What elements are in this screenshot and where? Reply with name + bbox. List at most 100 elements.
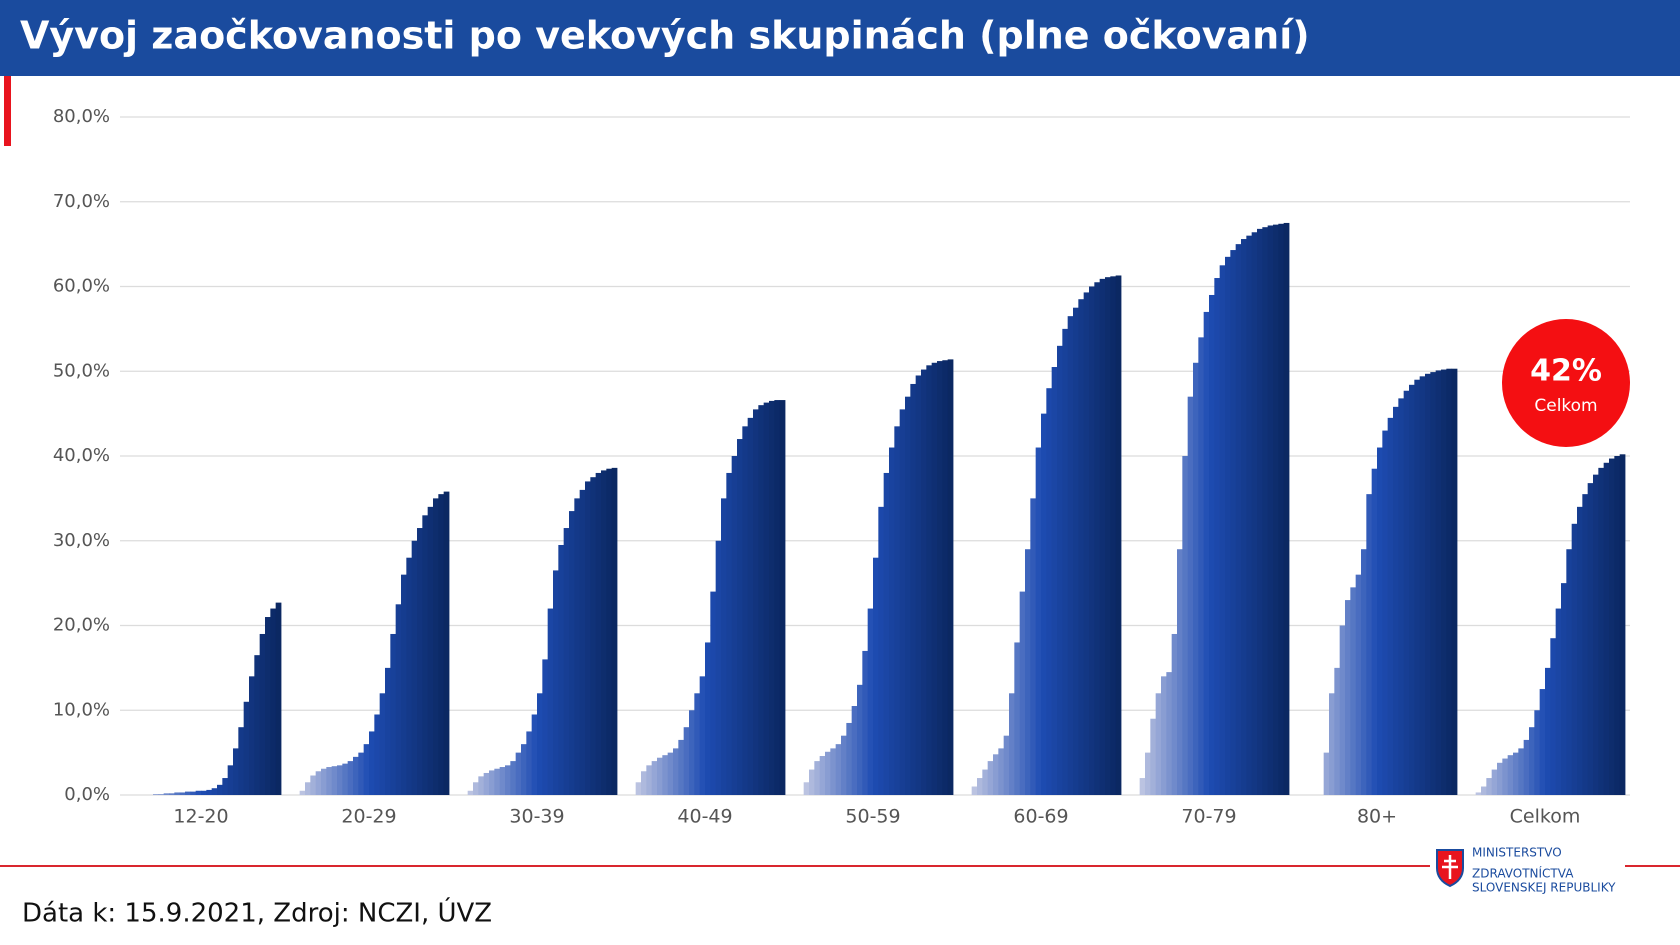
y-tick-label: 50,0%	[53, 360, 110, 381]
bar	[803, 782, 810, 795]
bar	[1481, 786, 1487, 795]
bar	[1105, 277, 1111, 795]
bar	[1241, 239, 1247, 796]
bar	[1025, 549, 1031, 795]
bar	[1619, 454, 1626, 795]
bar	[363, 744, 370, 795]
bar	[830, 748, 837, 795]
bar	[1409, 384, 1415, 795]
bar	[1046, 388, 1053, 795]
bar	[1062, 328, 1069, 795]
bar	[1073, 307, 1079, 795]
bar	[1523, 739, 1530, 795]
bar	[899, 409, 906, 795]
bar	[673, 748, 679, 795]
bar	[1577, 506, 1583, 795]
bar	[894, 426, 901, 795]
bar	[1555, 608, 1562, 795]
bar	[227, 765, 234, 795]
bar	[369, 731, 375, 795]
bar	[1166, 672, 1173, 795]
bar	[931, 362, 938, 795]
bar	[1145, 752, 1151, 795]
bar	[531, 714, 538, 795]
y-tick-label: 20,0%	[53, 615, 110, 636]
bar	[758, 405, 765, 795]
bar	[678, 739, 685, 795]
bar	[747, 417, 754, 795]
bar	[473, 782, 479, 795]
bar	[574, 498, 581, 795]
bar	[1161, 676, 1167, 795]
bar	[1446, 368, 1453, 795]
bar	[683, 727, 690, 795]
bar	[1366, 494, 1373, 795]
bar	[878, 506, 885, 795]
bar	[206, 789, 213, 795]
bar	[1350, 587, 1357, 795]
bar	[1235, 244, 1242, 795]
bar	[483, 772, 490, 795]
bar	[275, 602, 282, 795]
bar	[1550, 638, 1557, 795]
bar	[1030, 498, 1037, 795]
bar	[1262, 227, 1269, 796]
bar	[779, 400, 786, 795]
bar	[606, 468, 613, 795]
bar	[1083, 292, 1090, 795]
bar	[1486, 778, 1493, 795]
bar	[1139, 778, 1146, 795]
bar	[1414, 379, 1421, 795]
bar	[1507, 755, 1514, 795]
bar	[1257, 228, 1263, 795]
y-tick-label: 70,0%	[53, 191, 110, 212]
bar	[1566, 549, 1573, 795]
bar	[1009, 693, 1015, 795]
bar	[158, 794, 165, 795]
x-tick-label: 50-59	[845, 806, 900, 828]
bar	[201, 790, 207, 795]
bar	[1497, 762, 1503, 795]
annotation-circle	[1502, 319, 1630, 447]
footer: Dáta k: 15.9.2021, Zdroj: NCZI, ÚVZ	[22, 897, 492, 929]
bar	[1182, 456, 1189, 795]
bar	[1430, 372, 1437, 795]
bar	[542, 659, 549, 795]
x-tick-label: 60-69	[1013, 806, 1068, 828]
bar	[769, 400, 775, 795]
bar	[1283, 222, 1290, 795]
bar	[699, 676, 706, 795]
bar	[1382, 430, 1389, 795]
bar	[558, 544, 565, 795]
bar	[1115, 275, 1122, 795]
bar	[715, 540, 722, 795]
bar	[195, 790, 202, 795]
bar	[641, 771, 647, 795]
bar	[169, 793, 175, 795]
bar	[433, 498, 439, 795]
bar	[937, 361, 943, 795]
bar	[326, 767, 333, 795]
bar	[233, 748, 239, 795]
bar	[1398, 398, 1405, 795]
bar	[1518, 748, 1525, 795]
bar	[163, 793, 170, 795]
bar	[694, 693, 701, 795]
bar	[846, 722, 853, 795]
bar	[1177, 549, 1183, 795]
bar	[1598, 467, 1605, 795]
bar	[1339, 625, 1346, 795]
bar	[1609, 458, 1615, 795]
bar	[1019, 591, 1026, 795]
bar	[443, 491, 450, 795]
bar	[1057, 345, 1063, 795]
bar	[347, 761, 354, 795]
bar	[579, 489, 586, 795]
bar	[331, 766, 338, 795]
bar	[505, 765, 511, 795]
title: Vývoj zaočkovanosti po vekových skupinác…	[20, 14, 1310, 58]
bar	[635, 782, 642, 795]
bar	[1041, 413, 1047, 795]
bar	[1150, 718, 1157, 795]
